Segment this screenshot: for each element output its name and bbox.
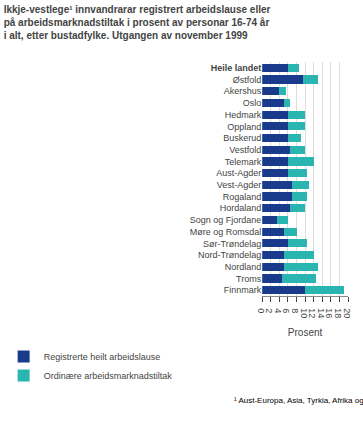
svg-text:Østfold: Østfold <box>233 75 262 85</box>
svg-text:14: 14 <box>316 308 326 318</box>
svg-text:2: 2 <box>264 308 274 313</box>
svg-text:Telemark: Telemark <box>225 157 262 167</box>
svg-text:Troms: Troms <box>236 274 262 284</box>
svg-text:Sogn og Fjordane: Sogn og Fjordane <box>190 215 262 225</box>
svg-text:10: 10 <box>299 308 309 318</box>
svg-text:12: 12 <box>307 308 317 318</box>
svg-text:Hedmark: Hedmark <box>225 110 262 120</box>
svg-text:18: 18 <box>333 308 343 318</box>
svg-text:Rogaland: Rogaland <box>223 192 262 202</box>
svg-text:Ikkje-vestlege¹ innvandrarar r: Ikkje-vestlege¹ innvandrarar registrert … <box>4 4 271 41</box>
svg-text:8: 8 <box>290 308 300 313</box>
svg-text:6: 6 <box>281 308 291 313</box>
svg-text:Nord-Trøndelag: Nord-Trøndelag <box>198 250 261 260</box>
svg-text:Buskerud: Buskerud <box>223 133 261 143</box>
svg-text:4: 4 <box>273 308 283 313</box>
svg-text:Vestfold: Vestfold <box>229 145 261 155</box>
svg-text:¹ Aust-Europa, Asia, Tyrkia, A: ¹ Aust-Europa, Asia, Tyrkia, Afrika og S… <box>234 396 363 405</box>
svg-text:Finnmark: Finnmark <box>224 285 262 295</box>
svg-text:Registrerte heilt arbeidslause: Registrerte heilt arbeidslause <box>44 352 161 362</box>
svg-text:Prosent: Prosent <box>288 327 323 338</box>
svg-text:Hordaland: Hordaland <box>220 203 262 213</box>
svg-text:Nordland: Nordland <box>225 262 262 272</box>
svg-text:Sør-Trøndelag: Sør-Trøndelag <box>203 239 261 249</box>
svg-text:Møre og Romsdal: Møre og Romsdal <box>190 227 262 237</box>
svg-text:Oslo: Oslo <box>243 98 262 108</box>
svg-text:Heile landet: Heile landet <box>211 63 262 73</box>
svg-text:Oppland: Oppland <box>227 122 261 132</box>
svg-text:Vest-Agder: Vest-Agder <box>217 180 262 190</box>
svg-text:Akershus: Akershus <box>224 86 262 96</box>
svg-text:0: 0 <box>256 308 266 313</box>
svg-text:Aust-Agder: Aust-Agder <box>216 168 261 178</box>
svg-text:20: 20 <box>342 308 352 318</box>
svg-text:16: 16 <box>324 308 334 318</box>
svg-text:Ordinære arbeidsmarknadstiltak: Ordinære arbeidsmarknadstiltak <box>44 371 173 381</box>
